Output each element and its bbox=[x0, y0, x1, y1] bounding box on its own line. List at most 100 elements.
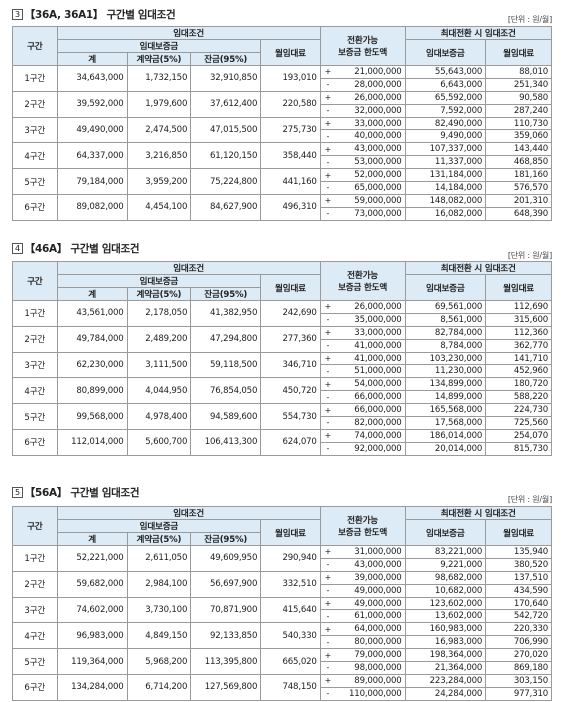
conv-minus-cell: 43,000,000 bbox=[335, 557, 406, 572]
header-contract: 계약금(5%) bbox=[126, 287, 192, 301]
balance-cell: 84,627,900 bbox=[190, 193, 262, 221]
table-row: 4구간 64,337,000 3,216,850 61,120,150 358,… bbox=[12, 142, 552, 170]
plus-sign: + bbox=[319, 403, 335, 418]
balance-cell: 41,382,950 bbox=[190, 300, 262, 327]
max-deposit-minus-cell: 8,784,000 bbox=[404, 338, 487, 353]
header-range: 구간 bbox=[12, 261, 58, 301]
section-46a: 4 【46A】 구간별 임대조건 [단위 : 원/월] 구간 임대조건 전환가능 보… bbox=[12, 238, 552, 460]
plus-sign: + bbox=[319, 300, 335, 314]
header-total: 계 bbox=[56, 52, 128, 66]
max-deposit-minus-cell: 16,983,000 bbox=[404, 635, 487, 650]
table-row: - 82,000,000 17,568,000 725,560 bbox=[13, 416, 552, 430]
max-rent-plus-cell: 270,020 bbox=[485, 648, 552, 663]
max-deposit-plus-cell: 123,602,000 bbox=[404, 596, 487, 611]
max-deposit-minus-cell: 24,284,000 bbox=[404, 686, 487, 701]
max-deposit-plus-cell: 223,284,000 bbox=[404, 673, 487, 688]
lease-table: 구간 임대조건 전환가능 보증금 한도액 최대전환 시 임대조건 임대보증금 월임… bbox=[12, 261, 553, 456]
max-deposit-plus-cell: 107,337,000 bbox=[404, 142, 487, 157]
table-row: - 73,000,000 16,082,000 648,390 bbox=[13, 206, 552, 221]
max-deposit-plus-cell: 131,184,000 bbox=[404, 168, 487, 183]
minus-sign: - bbox=[319, 557, 335, 572]
table-row: 6구간 112,014,000 5,600,700 106,413,300 62… bbox=[12, 428, 552, 456]
header-range: 구간 bbox=[12, 506, 58, 546]
conv-plus-cell: 41,000,000 bbox=[335, 351, 406, 366]
max-rent-plus-cell: 303,150 bbox=[485, 673, 552, 688]
minus-sign: - bbox=[319, 103, 335, 118]
header-balance: 잔금(95%) bbox=[190, 52, 262, 66]
unit-label: [단위 : 원/월] bbox=[507, 15, 552, 24]
max-deposit-minus-cell: 20,014,000 bbox=[404, 441, 487, 456]
conv-plus-cell: 59,000,000 bbox=[335, 193, 406, 208]
deposit-total-cell: 39,592,000 bbox=[56, 90, 128, 118]
header-lease-terms: 임대조건 bbox=[56, 26, 321, 40]
table-row: 4구간 80,899,000 4,044,950 76,854,050 450,… bbox=[12, 377, 552, 405]
max-rent-plus-cell: 141,710 bbox=[485, 351, 552, 366]
conv-plus-cell: 26,000,000 bbox=[335, 300, 406, 314]
conv-plus-cell: 43,000,000 bbox=[335, 142, 406, 157]
conv-plus-cell: 74,000,000 bbox=[335, 428, 406, 443]
contract-cell: 4,454,100 bbox=[126, 193, 192, 221]
table-row: 6구간 89,082,000 4,454,100 84,627,900 496,… bbox=[12, 193, 552, 221]
table-row: 6구간 134,284,000 6,714,200 127,569,800 74… bbox=[12, 673, 552, 701]
minus-sign: - bbox=[319, 609, 335, 624]
deposit-total-cell: 59,682,000 bbox=[56, 570, 128, 598]
header-lease-terms: 임대조건 bbox=[56, 261, 321, 275]
deposit-total-cell: 74,602,000 bbox=[56, 596, 128, 624]
plus-sign: + bbox=[319, 428, 335, 443]
conv-minus-cell: 80,000,000 bbox=[335, 635, 406, 650]
range-cell: 4구간 bbox=[12, 142, 58, 170]
rent-cell: 415,640 bbox=[260, 596, 321, 624]
max-deposit-minus-cell: 6,643,000 bbox=[404, 77, 487, 92]
deposit-total-cell: 119,364,000 bbox=[56, 648, 128, 675]
max-rent-plus-cell: 88,010 bbox=[485, 65, 552, 79]
max-rent-minus-cell: 380,520 bbox=[485, 557, 552, 572]
rent-cell: 275,730 bbox=[260, 116, 321, 144]
max-deposit-minus-cell: 17,568,000 bbox=[404, 416, 487, 430]
conv-minus-cell: 40,000,000 bbox=[335, 129, 406, 144]
max-rent-plus-cell: 220,330 bbox=[485, 622, 552, 637]
header-total: 계 bbox=[56, 287, 128, 301]
plus-sign: + bbox=[319, 116, 335, 131]
conv-minus-cell: 41,000,000 bbox=[335, 338, 406, 353]
header-conv-limit: 전환가능 보증금 한도액 bbox=[319, 26, 406, 66]
minus-sign: - bbox=[319, 364, 335, 379]
header-max-rent: 월임대료 bbox=[485, 274, 552, 301]
section-number: 5 bbox=[12, 487, 23, 498]
table-row: - 92,000,000 20,014,000 815,730 bbox=[13, 441, 552, 456]
max-rent-minus-cell: 588,220 bbox=[485, 390, 552, 405]
header-max-rent: 월임대료 bbox=[485, 519, 552, 546]
balance-cell: 113,395,800 bbox=[190, 648, 262, 675]
plus-sign: + bbox=[319, 596, 335, 611]
header-max-conv: 최대전환 시 임대조건 bbox=[404, 506, 553, 520]
max-deposit-plus-cell: 103,230,000 bbox=[404, 351, 487, 366]
balance-cell: 127,569,800 bbox=[190, 673, 262, 701]
conv-minus-cell: 49,000,000 bbox=[335, 583, 406, 598]
deposit-total-cell: 80,899,000 bbox=[56, 377, 128, 405]
plus-sign: + bbox=[319, 377, 335, 392]
max-rent-plus-cell: 112,360 bbox=[485, 325, 552, 340]
deposit-total-cell: 43,561,000 bbox=[56, 300, 128, 327]
table-row: - 80,000,000 16,983,000 706,990 bbox=[13, 635, 552, 650]
header-total: 계 bbox=[56, 532, 128, 546]
header-range: 구간 bbox=[12, 26, 58, 66]
conv-minus-cell: 61,000,000 bbox=[335, 609, 406, 624]
range-cell: 1구간 bbox=[12, 545, 58, 572]
table-row: 1구간 34,643,000 1,732,150 32,910,850 193,… bbox=[12, 65, 552, 92]
rent-cell: 540,330 bbox=[260, 622, 321, 650]
balance-cell: 47,015,500 bbox=[190, 116, 262, 144]
range-cell: 3구간 bbox=[12, 351, 58, 379]
contract-cell: 4,044,950 bbox=[126, 377, 192, 405]
max-rent-plus-cell: 110,730 bbox=[485, 116, 552, 131]
minus-sign: - bbox=[319, 416, 335, 430]
max-rent-minus-cell: 869,180 bbox=[485, 661, 552, 675]
deposit-total-cell: 79,184,000 bbox=[56, 168, 128, 195]
max-deposit-minus-cell: 8,561,000 bbox=[404, 312, 487, 327]
max-rent-minus-cell: 576,570 bbox=[485, 181, 552, 195]
minus-sign: - bbox=[319, 129, 335, 144]
range-cell: 2구간 bbox=[12, 325, 58, 353]
max-deposit-plus-cell: 160,983,000 bbox=[404, 622, 487, 637]
contract-cell: 4,978,400 bbox=[126, 403, 192, 430]
max-rent-minus-cell: 648,390 bbox=[485, 206, 552, 221]
section-36a: 3 【36A, 36A1】 구간별 임대조건 [단위 : 원/월] 구간 임대조건… bbox=[12, 6, 552, 238]
range-cell: 2구간 bbox=[12, 570, 58, 598]
